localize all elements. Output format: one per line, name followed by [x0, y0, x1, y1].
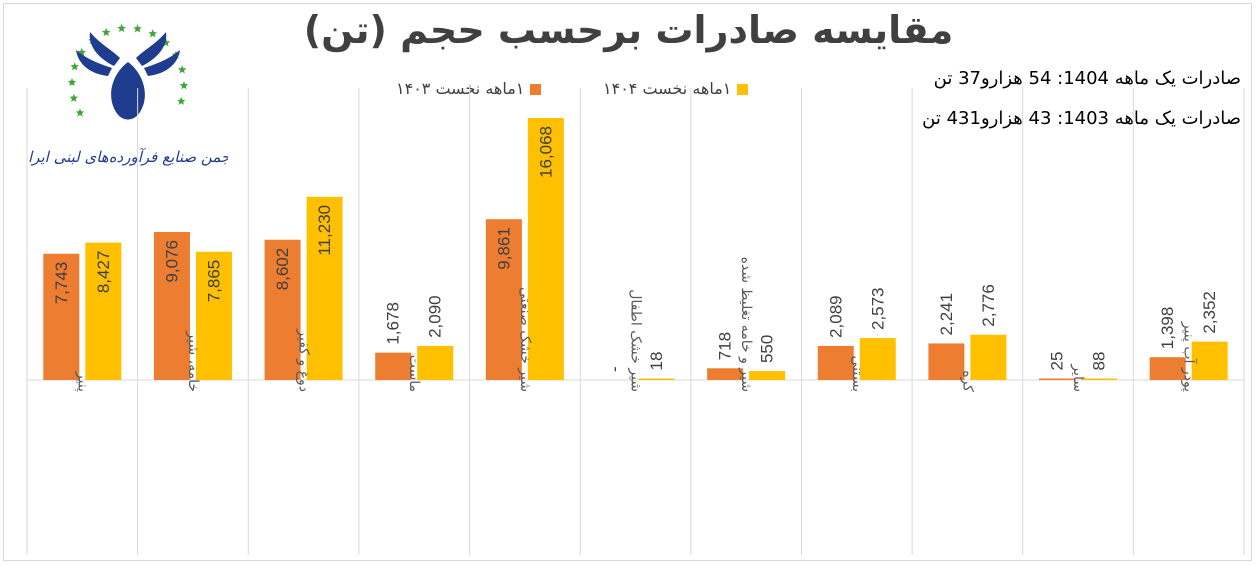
data-label: 8,427 [94, 251, 113, 294]
bar-1403 [153, 232, 190, 380]
category-label: بستنی [849, 355, 865, 392]
category-label: دوغ و کفیر [296, 328, 312, 392]
bar-1403 [1039, 378, 1076, 380]
logo-star-icon [133, 24, 142, 33]
bar-1404 [1081, 378, 1118, 380]
summary-1404: صادرات یک ماهه 1404: 54 هزارو37 تن [933, 68, 1241, 89]
logo-star-icon [101, 27, 111, 37]
logo-star-icon [148, 29, 157, 38]
category-label: سایر [1070, 363, 1086, 392]
data-label: 7,743 [52, 262, 71, 305]
data-label: 7,865 [204, 260, 223, 303]
bar-1404 [306, 196, 343, 380]
logo-caption: انجمن صنایع فرآورده‌های لبنی ایران [28, 147, 228, 166]
data-label: 2,089 [826, 295, 845, 338]
bar-1404 [417, 345, 454, 380]
data-label: 2,573 [868, 287, 887, 330]
data-label: 2,776 [979, 284, 998, 327]
category-label: ماست [406, 355, 422, 392]
legend-swatch-1404 [737, 84, 749, 95]
data-label: 1,398 [1158, 307, 1177, 350]
category-label: پنیر [74, 371, 90, 392]
data-label: - [605, 366, 624, 372]
bar-1404 [527, 118, 564, 380]
data-label: 1,678 [384, 302, 403, 345]
bar-1404 [749, 371, 786, 380]
data-label: 718 [716, 332, 735, 360]
bar-1404 [1191, 341, 1228, 380]
legend-label-1403: ۱ماهه نخست ۱۴۰۳ [396, 79, 525, 98]
bar-1404 [85, 242, 122, 380]
category-label: شیر خشک اطفال [628, 289, 644, 392]
chart-frame [3, 3, 1252, 561]
data-label: 11,230 [315, 205, 334, 256]
bar-1403 [264, 239, 301, 380]
bar-1403 [1149, 357, 1186, 380]
logo-star-icon [117, 23, 126, 32]
chart-title: مقایسه صادرات برحسب حجم (تن) [303, 8, 954, 52]
data-label: 550 [758, 335, 777, 363]
legend-entry-1404: ۱ماهه نخست ۱۴۰۴ [603, 79, 749, 98]
bar-1403 [485, 219, 522, 380]
legend-label-1404: ۱ماهه نخست ۱۴۰۴ [603, 79, 732, 98]
data-label: 2,352 [1200, 291, 1219, 334]
logo-star-icon [75, 108, 85, 117]
data-label: 2,241 [937, 293, 956, 336]
logo-star-icon [179, 81, 189, 90]
bar-1404 [638, 378, 675, 380]
data-label: 25 [1048, 352, 1067, 371]
data-label: 9,861 [494, 227, 513, 270]
logo-star-icon [70, 62, 79, 71]
summary-1403: صادرات یک ماهه 1403: 43 هزارو431 تن [922, 108, 1241, 129]
bar-1403 [928, 343, 965, 380]
bar-1403 [375, 352, 412, 380]
logo-star-icon [69, 93, 79, 102]
data-label: 2,090 [426, 295, 445, 338]
data-label: 88 [1090, 352, 1109, 371]
logo-star-icon [177, 96, 186, 105]
bar-1403 [817, 345, 854, 380]
bar-1404 [195, 251, 232, 380]
data-label: 18 [647, 352, 666, 371]
legend-swatch-1403 [530, 84, 542, 95]
category-label: شیر خشک صنعتی [517, 287, 533, 392]
data-label: 8,602 [273, 248, 292, 291]
data-label: 16,068 [536, 126, 555, 178]
category-label: خامه، شیر [185, 330, 201, 392]
logo-star-icon [177, 65, 187, 74]
logo-flame-icon [76, 32, 180, 120]
bar-1403 [43, 253, 80, 380]
category-label: شیر و خامه تغلیظ شده [738, 257, 754, 392]
bar-1404 [970, 334, 1007, 380]
data-label: 9,076 [162, 240, 181, 283]
legend-entry-1403: ۱ماهه نخست ۱۴۰۳ [396, 79, 542, 98]
category-label: پودر آب پنیر [1181, 321, 1198, 392]
bar-1404 [859, 338, 896, 380]
logo-star-icon [67, 77, 77, 86]
logo-star-icon [161, 38, 171, 47]
bar-1403 [707, 368, 744, 380]
category-label: کره [959, 370, 975, 392]
association-logo: انجمن صنایع فرآورده‌های لبنی ایران [28, 23, 228, 166]
